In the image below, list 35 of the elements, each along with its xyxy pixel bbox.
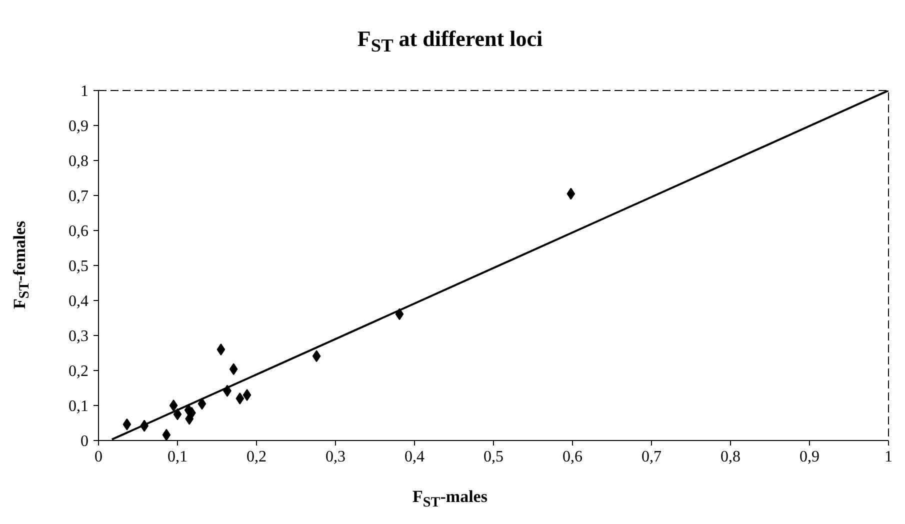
y-tick-label: 0,9: [68, 118, 88, 135]
point: [162, 428, 171, 440]
point: [216, 344, 226, 356]
point: [198, 398, 206, 410]
x-axis-title: F$_{ST}$-males: [412, 486, 488, 512]
y-tick-label: 0,4: [68, 293, 88, 310]
x-tick-label: 0,4: [404, 448, 424, 466]
point: [169, 400, 178, 412]
x-tick-label: 1: [884, 448, 892, 466]
y-tick-label: 0,7: [68, 188, 88, 205]
x-tick-label: 0,8: [720, 448, 740, 466]
x-tick-label: 0,5: [484, 448, 504, 466]
y-tick-label: 0,1: [68, 398, 88, 415]
x-tick-label: 0,1: [168, 448, 188, 466]
y-tick-label: 0: [80, 433, 88, 450]
x-tick-label: 0: [94, 448, 102, 466]
x-tick-label: 0,2: [246, 448, 266, 466]
point: [122, 418, 132, 430]
point: [312, 350, 321, 362]
point: [236, 392, 244, 404]
x-tick-label: 0,3: [326, 448, 346, 466]
chart-title: F$_{ST}$ at different loci: [357, 25, 543, 58]
y-tick-label: 0,8: [68, 153, 88, 170]
point: [229, 363, 238, 376]
y-tick-label: 0,2: [68, 363, 88, 380]
point: [242, 389, 252, 401]
point: [566, 188, 576, 200]
y-tick-label: 0,6: [68, 223, 88, 240]
y-tick-label: 0,5: [68, 258, 88, 275]
y-tick-label: 0,3: [68, 328, 88, 345]
point: [173, 408, 182, 420]
y-tick-label: 1: [80, 83, 88, 100]
x-tick-label: 0,6: [562, 448, 582, 466]
x-tick-label: 0,9: [800, 448, 820, 466]
x-tick-label: 0,7: [642, 448, 662, 466]
